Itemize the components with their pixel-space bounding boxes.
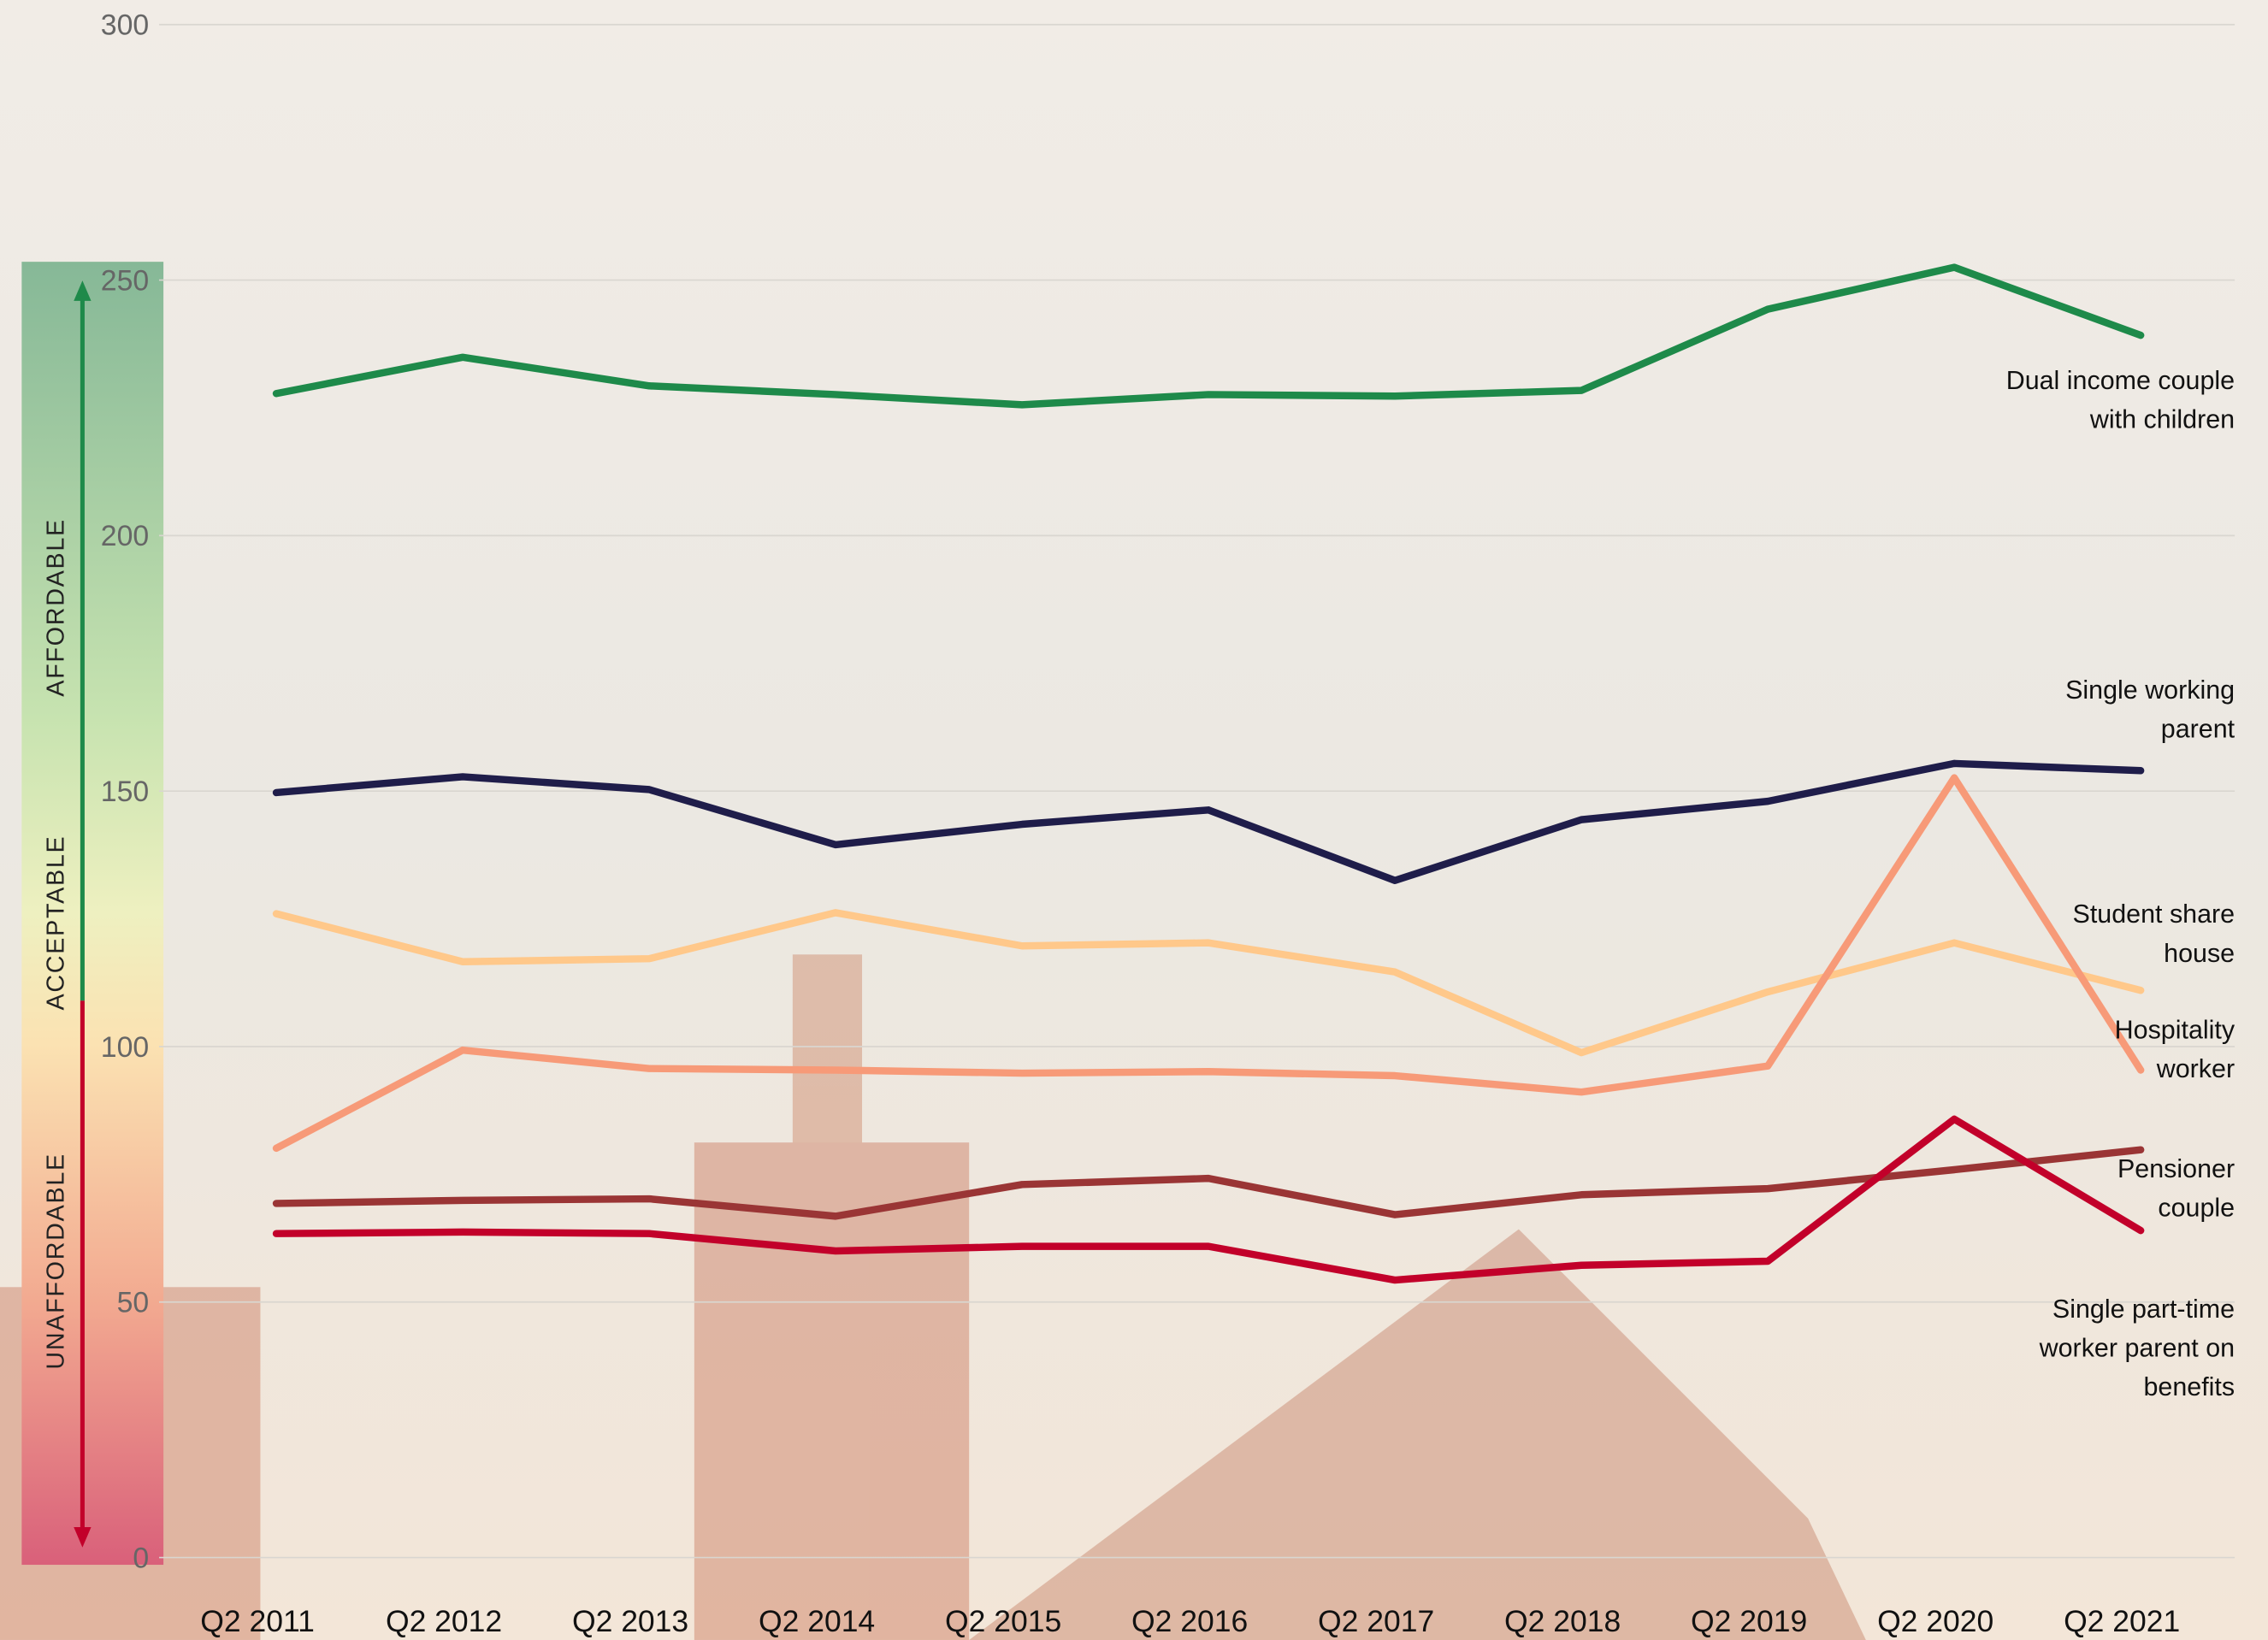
x-tick-label: Q2 2016 <box>1131 1604 1248 1638</box>
zone-label: ACCEPTABLE <box>42 835 69 1011</box>
series-label-box: Student share house <box>2072 900 2236 968</box>
x-tick-label: Q2 2018 <box>1504 1604 1621 1638</box>
series-line <box>272 263 2145 409</box>
series-line <box>272 1146 2145 1220</box>
series-line <box>272 759 2145 884</box>
series-label: Single working parent <box>2065 675 2236 744</box>
x-tick-label: Q2 2017 <box>1318 1604 1434 1638</box>
y-tick-label: 100 <box>101 1031 149 1064</box>
series-label-box: Dual income couple with children <box>2005 365 2236 434</box>
y-tick-label: 200 <box>101 520 149 552</box>
x-tick-label: Q2 2019 <box>1691 1604 1807 1638</box>
x-tick-label: Q2 2013 <box>572 1604 688 1638</box>
arrow-head <box>74 1527 92 1548</box>
series-line <box>272 1115 2145 1284</box>
series-label: Pensioner couple <box>2117 1153 2236 1223</box>
series-line <box>272 774 2145 1153</box>
series-label-box: Hospitality worker <box>2114 1015 2236 1083</box>
x-tick-label: Q2 2015 <box>945 1604 1061 1638</box>
y-tick-label: 50 <box>117 1287 150 1319</box>
series-label: Hospitality worker <box>2114 1015 2236 1083</box>
zone-bar <box>21 262 164 1566</box>
x-tick-label: Q2 2021 <box>2064 1604 2180 1638</box>
zone-label: UNAFFORDABLE <box>42 1153 69 1370</box>
series-label: Student share house <box>2072 900 2236 968</box>
series-label-box: Pensioner couple <box>2117 1153 2236 1223</box>
x-tick-label: Q2 2020 <box>1877 1604 1993 1638</box>
y-tick-label: 300 <box>101 9 149 42</box>
arrow-head <box>74 280 92 301</box>
x-tick-label: Q2 2012 <box>386 1604 502 1638</box>
series-label-box: Single part-time worker parent on benefi… <box>2039 1294 2236 1401</box>
series-label: Dual income couple with children <box>2005 365 2236 434</box>
series-label: Single part-time worker parent on benefi… <box>2039 1294 2236 1401</box>
y-tick-label: 150 <box>101 776 149 808</box>
y-tick-label: 250 <box>101 264 149 297</box>
zone-label: AFFORDABLE <box>42 518 69 697</box>
x-tick-label: Q2 2011 <box>200 1604 315 1638</box>
y-tick-label: 0 <box>133 1542 149 1574</box>
series-label-box: Single working parent <box>2065 675 2236 744</box>
x-tick-label: Q2 2014 <box>759 1604 875 1638</box>
